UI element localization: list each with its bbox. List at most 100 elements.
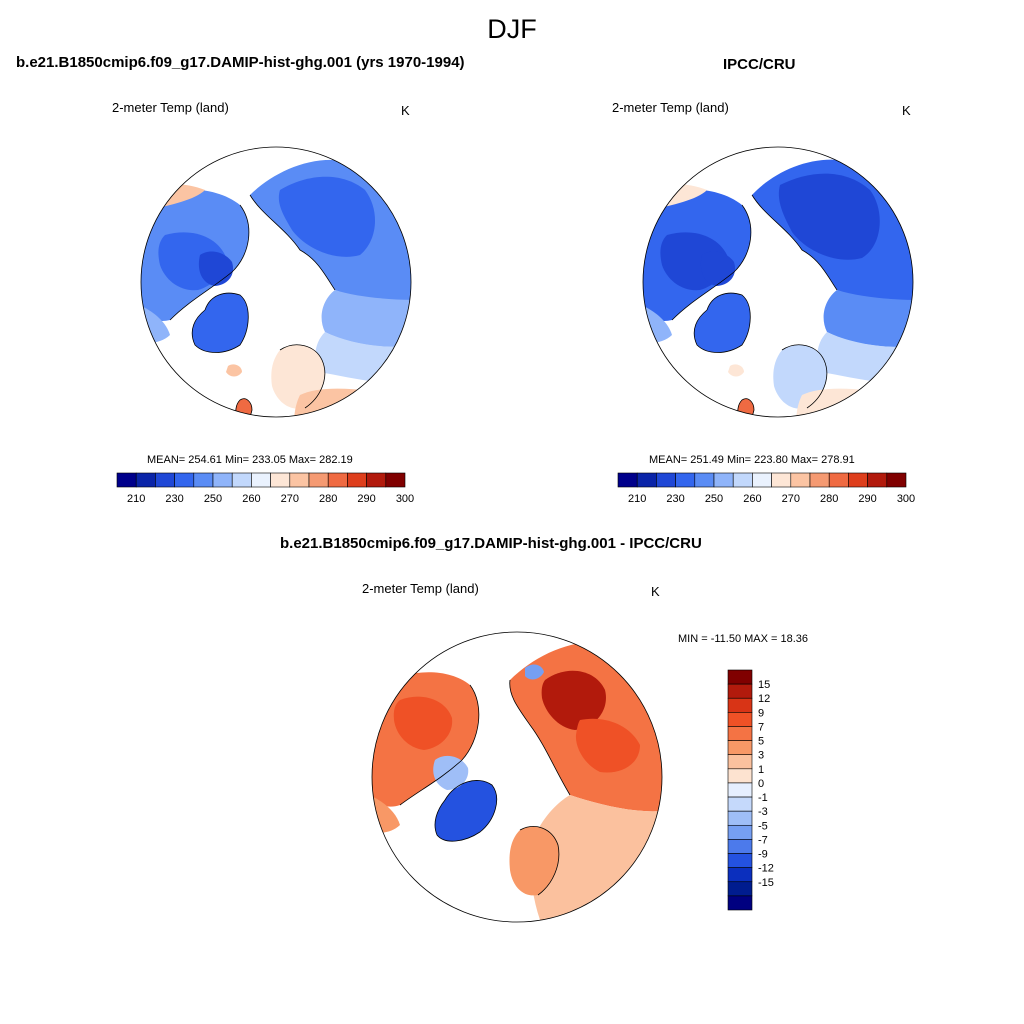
map-1-iceland [226,364,242,377]
colorbar-3-label: -3 [758,806,768,818]
colorbar-3-label: 5 [758,736,764,748]
colorbar-1-label: 260 [242,493,260,505]
map-3-coast-na [399,684,497,842]
map-2-siberia-core [778,173,880,260]
colorbar-3-swatch [727,782,753,798]
colorbar-3-label: 7 [758,721,764,733]
colorbar-2-label: 260 [743,493,761,505]
colorbar-3-swatch [727,853,753,868]
colorbar-3-label: -15 [758,877,774,889]
colorbar-3-swatch [727,740,753,756]
colorbar-1-swatch [289,472,310,488]
panel-2-title: IPCC/CRU [723,56,796,73]
map-2-iceland [728,364,744,377]
colorbar-1-swatch [174,472,195,488]
colorbar-3-label: -12 [758,863,774,875]
colorbar-3-swatch [727,881,753,897]
colorbar-2-swatch [809,472,830,488]
map-2-central-asia [823,290,913,347]
colorbar-2: 210 230 250 260 270 280 290 300 [617,472,915,505]
colorbar-3-swatch [727,824,753,840]
colorbar-2-swatch [828,472,849,488]
colorbar-3-label: 9 [758,707,764,719]
colorbar-2-swatch [732,472,753,488]
map-2-greenland [694,293,751,353]
colorbar-3-label: -5 [758,820,768,832]
colorbar-2-label: 250 [705,493,723,505]
panel-1-units: K [401,103,410,118]
map-1-border [140,146,412,418]
panel-3-title: b.e21.B1850cmip6.f09_g17.DAMIP-hist-ghg.… [280,535,702,552]
colorbar-1-swatch [135,472,156,488]
colorbar-3: 15 12 9 7 5 3 1 0 -1 -3 -5 -7 -9 -12 -15 [727,669,774,911]
colorbar-2-swatch [848,472,868,488]
panel-2-variable: 2-meter Temp (land) [612,100,729,115]
panel-3-variable: 2-meter Temp (land) [362,581,479,596]
colorbar-2-swatch [656,472,676,488]
map-2-coast-uk [737,398,755,417]
panel-2-map [642,146,914,418]
panel-3-stats: MIN = -11.50 MAX = 18.36 [678,633,809,645]
panel-3-units: K [651,584,660,599]
colorbar-3-label: -9 [758,849,768,861]
map-1-coast-uk [235,398,253,417]
map-3-europe [509,826,559,896]
map-3-siberia-hot [541,670,606,730]
colorbar-2-swatch [617,472,638,488]
colorbar-3-swatch [727,697,753,713]
colorbar-3-swatch [727,754,753,770]
map-1-coast-na [169,204,250,353]
colorbar-1-swatch [116,472,137,488]
colorbar-3-swatch [727,810,753,826]
panel-1-map [140,146,412,418]
panel-1-stats: MEAN= 254.61 Min= 233.05 Max= 282.19 [147,454,353,466]
colorbar-2-swatch [886,472,907,488]
colorbar-2-label: 290 [858,493,876,505]
map-1-siberia-core [278,176,376,257]
colorbar-1-swatch [155,472,175,488]
colorbar-2-label: 270 [782,493,800,505]
colorbar-2-swatch [790,472,811,488]
colorbar-1-swatch [385,472,406,488]
colorbar-3-swatch [727,683,753,699]
colorbar-1-swatch [193,472,214,488]
colorbar-1-label: 210 [127,493,145,505]
colorbar-3-label: 12 [758,693,770,705]
panel-1-title: b.e21.B1850cmip6.f09_g17.DAMIP-hist-ghg.… [16,54,465,71]
panel-2-stats: MEAN= 251.49 Min= 223.80 Max= 278.91 [649,454,855,466]
colorbar-3-swatch [727,669,753,685]
map-3-bering [525,664,544,680]
colorbar-3-label: 1 [758,764,764,776]
colorbar-3-swatch [727,796,753,812]
map-1-mediterranean [294,388,395,417]
colorbar-3-swatch [727,839,753,854]
colorbar-1-swatch [366,472,387,488]
colorbar-3-swatch [727,768,753,784]
colorbar-3-label: -7 [758,834,768,846]
map-3-coast-eurasia [509,679,571,896]
colorbar-1-label: 290 [357,493,375,505]
map-2-mediterranean [796,388,897,417]
map-2-coast-eurasia [751,194,838,409]
colorbar-1-swatch [347,472,367,488]
colorbar-3-swatch [727,867,753,883]
map-3-greenland [434,780,497,842]
colorbar-1-swatch [327,472,348,488]
colorbar-2-label: 300 [897,493,915,505]
colorbar-1-swatch [212,472,233,488]
colorbar-3-swatch [727,712,753,727]
colorbar-2-label: 280 [820,493,838,505]
panel-3-map [371,631,663,923]
colorbar-3-swatch [727,895,753,911]
colorbar-3-label: 15 [758,679,770,691]
panel-2-units: K [902,103,911,118]
map-2-border [642,146,914,418]
colorbar-2-swatch [713,472,734,488]
colorbar-1-swatch [308,472,329,488]
map-2-coast-na [671,204,752,353]
colorbar-1-swatch [231,472,252,488]
map-1-central-asia [321,290,411,347]
colorbar-2-label: 230 [666,493,684,505]
map-3-canada-hot [393,696,453,750]
